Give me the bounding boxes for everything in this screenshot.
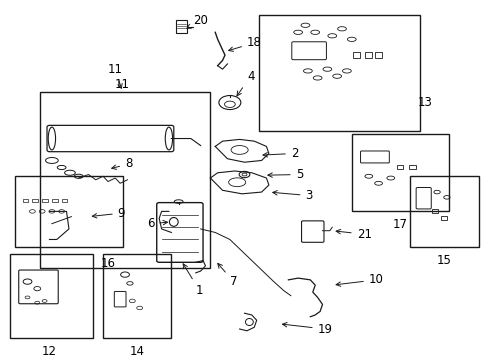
Text: 17: 17: [392, 219, 407, 231]
Bar: [22, 199, 28, 202]
Text: 14: 14: [129, 345, 144, 358]
Text: 6: 6: [146, 217, 167, 230]
Text: 2: 2: [263, 147, 298, 160]
Bar: [431, 209, 437, 213]
Bar: [40, 92, 210, 267]
Text: 5: 5: [267, 168, 303, 181]
Text: 20: 20: [186, 14, 208, 28]
Bar: [374, 52, 381, 58]
Bar: [352, 52, 359, 58]
Bar: [364, 52, 371, 58]
Text: 13: 13: [417, 95, 431, 108]
Bar: [176, 20, 186, 33]
Bar: [52, 199, 58, 202]
Bar: [396, 165, 403, 169]
Text: 15: 15: [436, 253, 451, 266]
Text: 1: 1: [183, 264, 203, 297]
Bar: [103, 253, 171, 338]
Bar: [32, 199, 38, 202]
Bar: [42, 199, 48, 202]
Text: 8: 8: [111, 157, 132, 171]
Bar: [10, 253, 93, 338]
Text: 11: 11: [115, 78, 130, 91]
Text: 10: 10: [335, 273, 383, 286]
Text: 7: 7: [217, 264, 237, 288]
Bar: [409, 176, 478, 247]
Text: 3: 3: [272, 189, 312, 202]
Text: 9: 9: [92, 207, 125, 220]
Text: 18: 18: [228, 36, 261, 51]
Bar: [408, 165, 415, 169]
Text: 16: 16: [100, 257, 115, 270]
Bar: [259, 15, 419, 131]
Bar: [441, 216, 447, 220]
Text: 11: 11: [107, 63, 122, 88]
Bar: [15, 176, 122, 247]
Text: 12: 12: [42, 345, 57, 358]
Bar: [61, 199, 67, 202]
Text: 19: 19: [282, 323, 332, 336]
Bar: [351, 134, 448, 211]
Text: 21: 21: [335, 228, 371, 241]
Text: 4: 4: [237, 70, 254, 96]
